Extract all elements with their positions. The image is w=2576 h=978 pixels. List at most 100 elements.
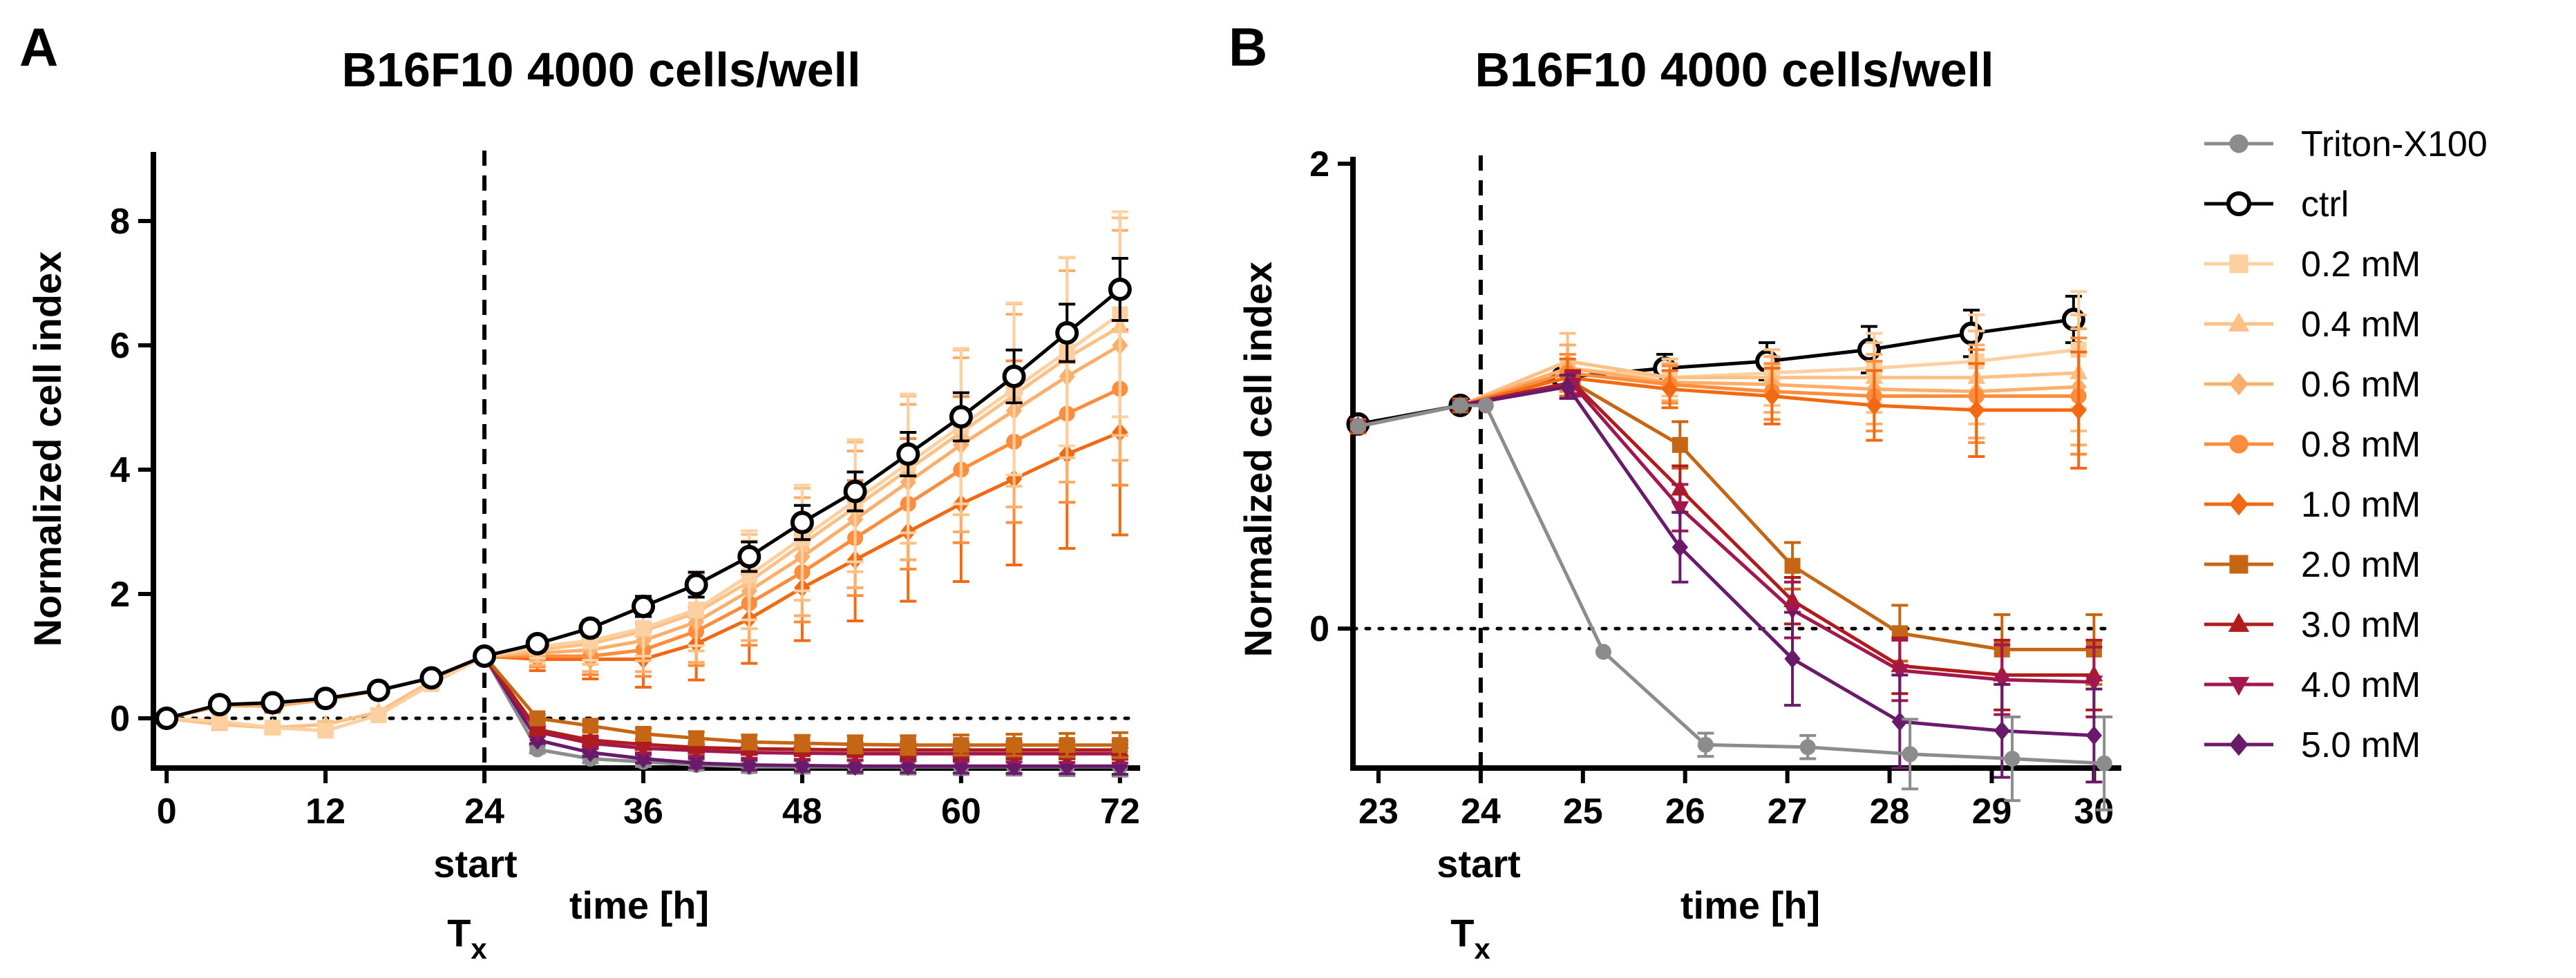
legend-label: 0.4 mM [2301,305,2421,345]
legend-label: ctrl [2301,184,2349,224]
panel-b-series-triton-x100 [1349,397,2113,812]
legend-marker [2226,191,2251,216]
legend-marker [2229,254,2248,274]
data-point [688,602,705,617]
data-point [1784,649,1801,669]
legend-label: 5.0 mM [2301,725,2421,765]
data-point [1661,379,1678,399]
panel-a-title: B16F10 4000 cells/well [341,43,860,97]
data-point [1902,746,1918,763]
legend-entry: 0.4 mM [2204,305,2421,345]
data-point [847,736,864,753]
panel-b-tx-label: Tx [1450,911,1490,965]
data-point [1477,397,1494,414]
data-point [953,737,969,754]
legend-entry: 0.2 mM [2204,245,2421,285]
panel-b-label: B [1229,17,1267,77]
data-point [1763,386,1781,406]
data-point [2085,725,2103,745]
panel-b-tx-sub: x [1474,932,1490,965]
data-point [1055,321,1079,345]
data-point [794,756,811,776]
data-point [900,737,916,754]
panel-b-series-3-0-mm [1349,369,2103,711]
panel-a-start-label: start [433,842,517,885]
data-point [1993,721,2010,741]
data-point [370,707,387,723]
panel-b-series-4-0-mm [1349,371,2103,718]
legend-marker [2229,434,2248,454]
data-point [634,734,652,751]
legend-label: 0.8 mM [2301,425,2421,465]
panel-b-x-tick-label: 30 [2074,792,2114,832]
legend: Triton-X100 ctrl 0.2 mM 0.4 mM 0.6 mM 0.8 mM 1… [2204,124,2488,765]
legend-marker [2228,677,2250,696]
legend-marker [2228,312,2250,332]
panel-b-start-label: start [1437,842,1520,885]
panel-a-x-tick-label: 48 [782,792,822,832]
data-point [1671,537,1688,557]
panel-b-series-2-0-mm [1349,369,2103,686]
data-point [2004,751,2020,767]
data-point [525,632,549,655]
data-point [261,691,285,715]
data-point [1891,664,1909,680]
legend-entry: 1.0 mM [2204,485,2421,525]
data-point [582,718,598,734]
data-point [843,479,867,504]
data-point [688,730,705,747]
data-point [207,693,231,717]
panel-a-x-tick-label: 0 [157,792,177,832]
data-point [1006,737,1023,754]
panel-a-y-tick-label: 4 [110,450,130,490]
panel-b-x-tick-label: 26 [1665,792,1705,832]
panel-b-x-tick-label: 23 [1358,792,1399,832]
legend-entry: 0.8 mM [2204,425,2421,465]
data-point [1349,418,1366,434]
data-point [790,510,814,535]
panel-b-ylabel: Normalized cell index [1236,262,1280,658]
data-point [632,595,655,618]
data-point [314,687,338,711]
data-point [473,644,497,668]
data-point [1968,400,1985,420]
panel-a-tx-base: T [447,911,471,955]
data-point [155,707,179,730]
legend-label: 0.6 mM [2301,365,2421,405]
legend-label: 4.0 mM [2301,665,2421,705]
data-point [1784,557,1801,574]
data-point [1002,365,1026,388]
data-point [2070,400,2087,420]
legend-marker [2229,492,2248,516]
legend-marker [2228,613,2250,632]
panel-a-y-tick-label: 8 [110,202,130,242]
data-point [317,722,334,739]
data-point [1671,501,1689,518]
panel-a-x-tick-label: 24 [464,792,504,832]
data-point [1697,736,1714,753]
panel-b-title: B16F10 4000 cells/well [1475,43,1993,97]
panel-a-y-tick-label: 2 [110,575,130,615]
data-point [635,620,652,636]
panel-b-x-tick-label: 29 [1972,792,2012,832]
data-point [366,678,390,702]
data-point [528,719,547,736]
legend-label: Triton-X100 [2301,124,2488,164]
series-line [1357,380,2094,677]
legend-entry: 0.6 mM [2204,365,2421,405]
panel-b-y-tick-label: 0 [1309,609,1329,649]
data-point [1671,437,1688,453]
data-point [1891,711,1909,731]
panel-b-x-tick-label: 25 [1563,792,1603,832]
legend-label: 2.0 mM [2301,545,2421,585]
data-point [737,545,761,568]
legend-entry: 4.0 mM [2204,665,2421,705]
data-point [2061,307,2085,332]
data-point [688,753,705,773]
data-point [1112,737,1128,754]
data-point [896,442,920,466]
data-point [1059,737,1075,754]
panel-a-series-ctrl [155,257,1132,730]
panel-b-y-tick-label: 2 [1309,144,1329,184]
